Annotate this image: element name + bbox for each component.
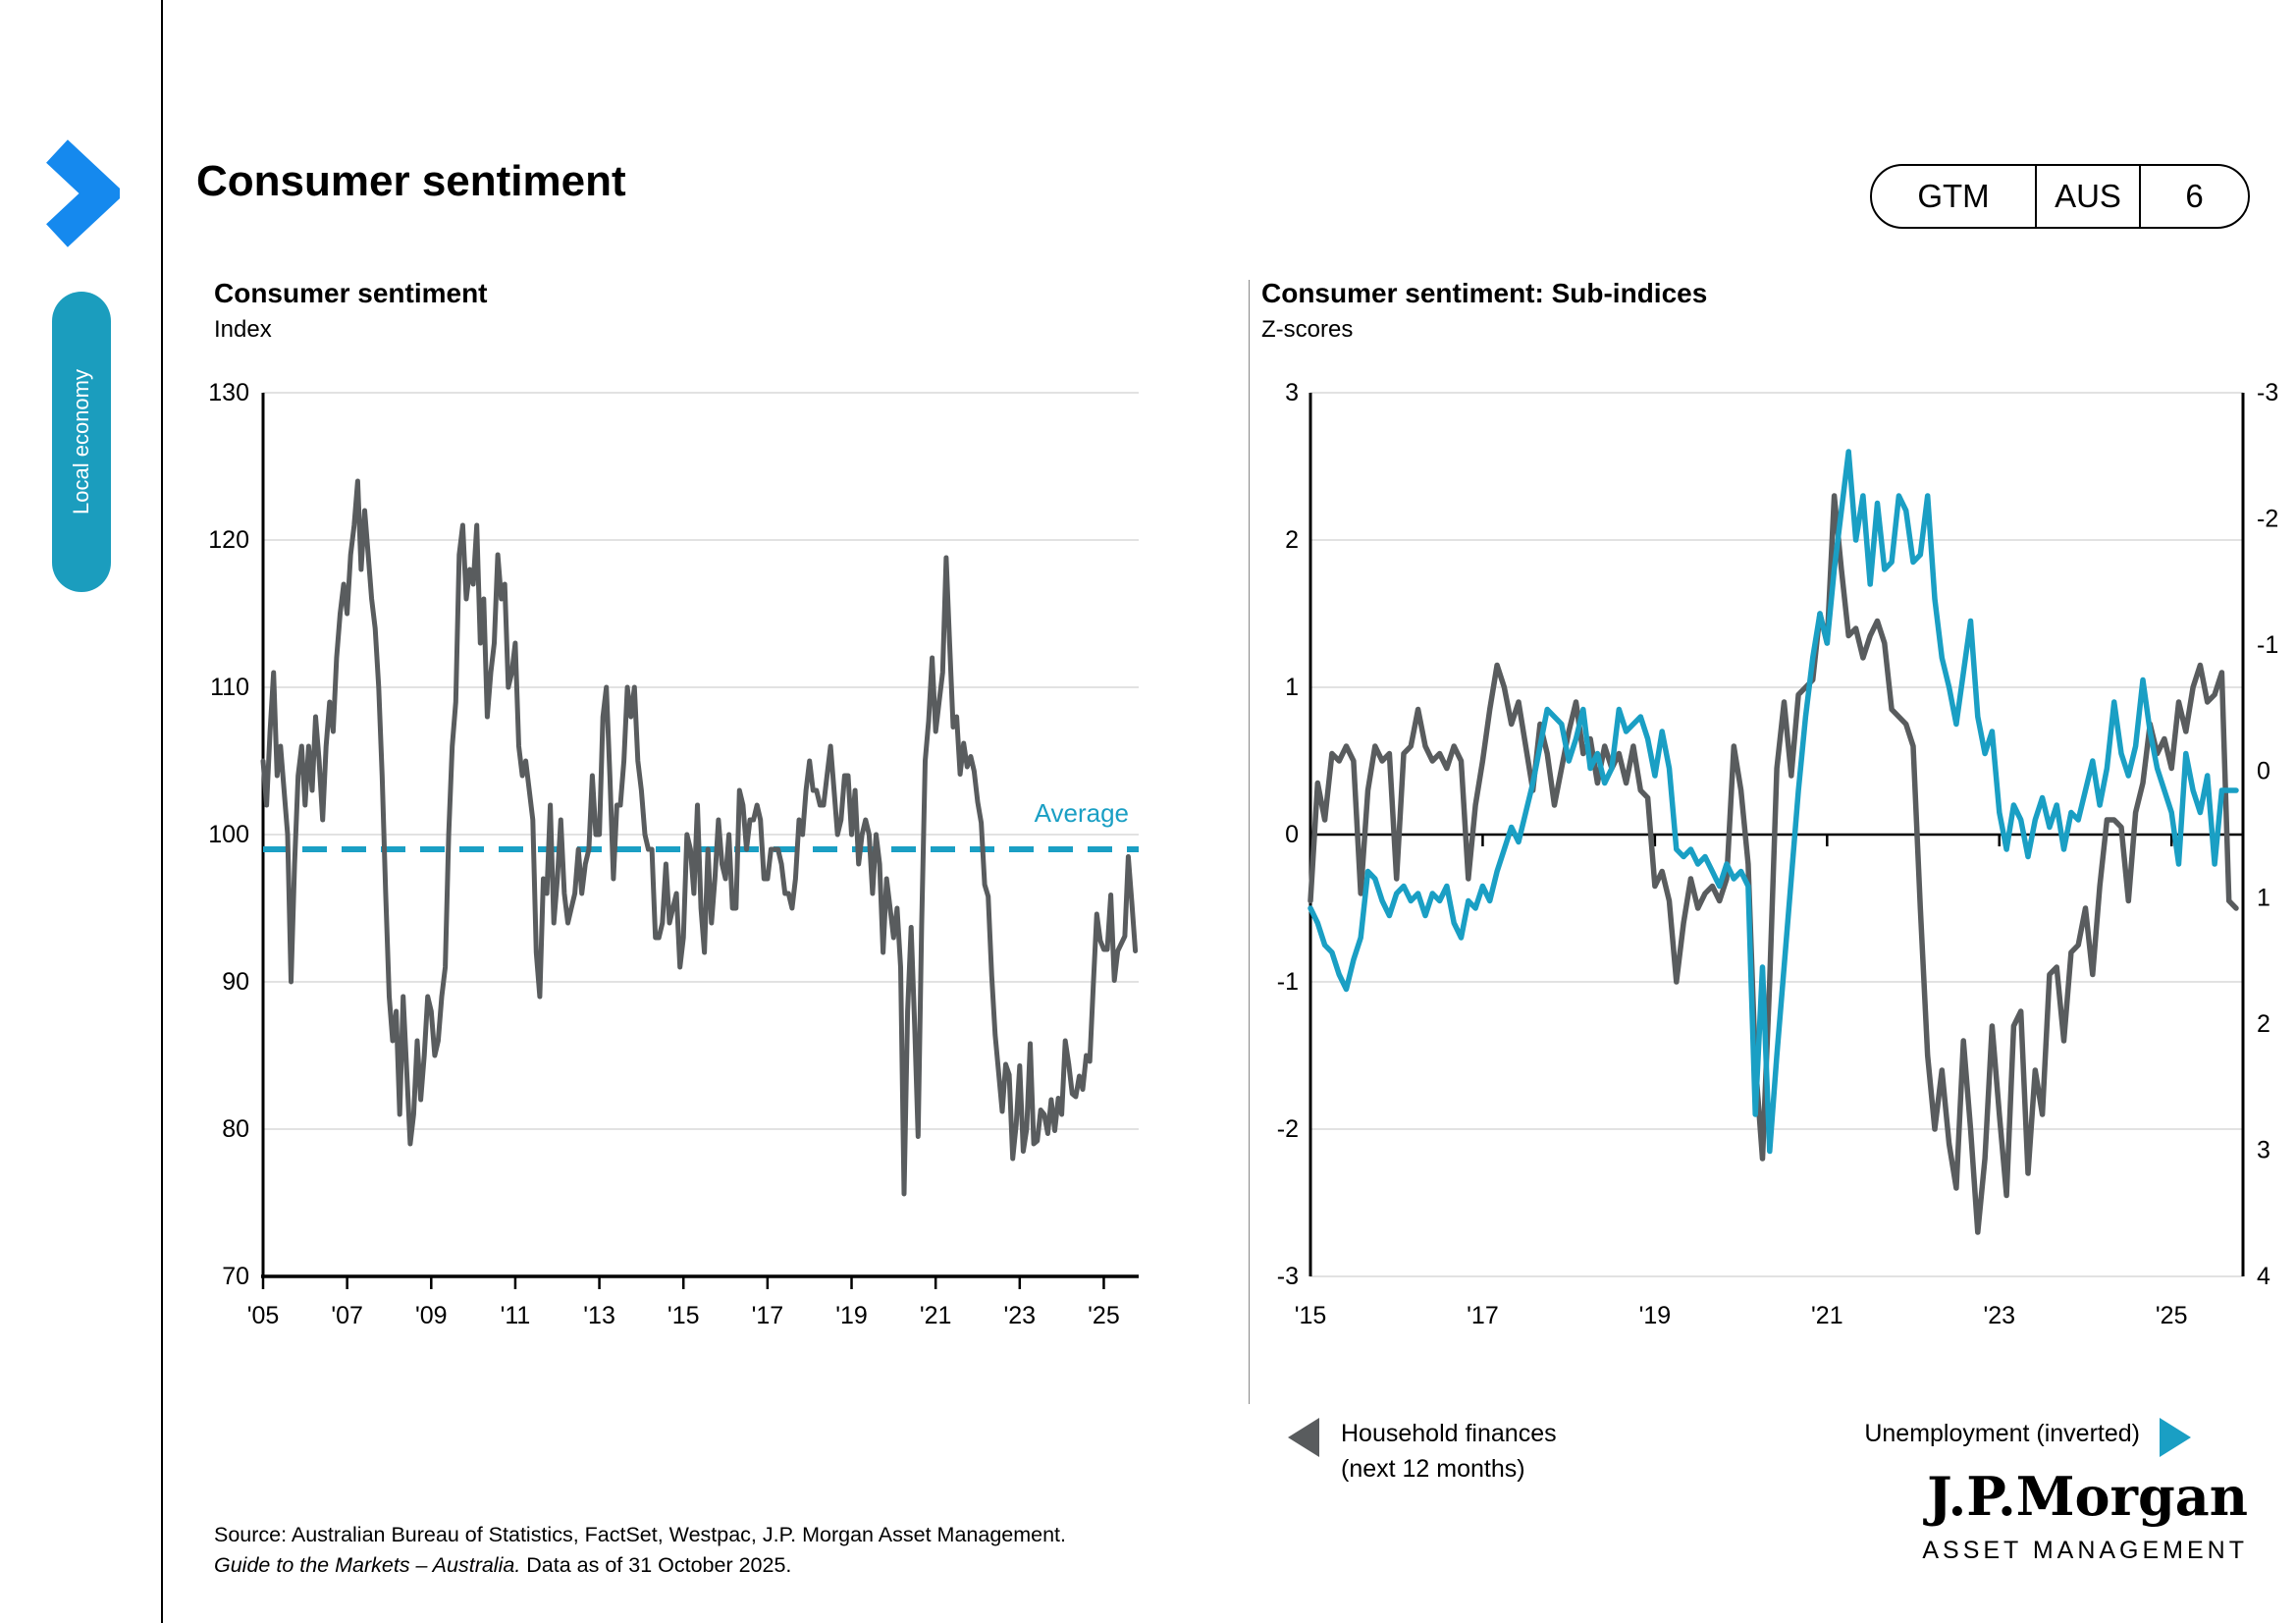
svg-text:70: 70 [222,1263,249,1290]
left-vertical-rule [161,0,163,1623]
svg-text:-2: -2 [2257,506,2278,533]
svg-text:3: 3 [1285,379,1299,406]
svg-text:130: 130 [208,379,249,406]
sidebar-tab-label: Local economy [69,369,93,514]
legend-household-finances: Household finances (next 12 months) [1341,1416,1557,1487]
source-line1: Source: Australian Bureau of Statistics,… [214,1523,1066,1546]
source-line2-rest: Data as of 31 October 2025. [520,1553,792,1577]
svg-text:80: 80 [222,1115,249,1143]
svg-text:110: 110 [210,674,249,701]
left-chart-title: Consumer sentiment [214,278,488,308]
svg-text:'15: '15 [667,1302,700,1329]
svg-text:'05: '05 [247,1302,280,1329]
source-line2-italic: Guide to the Markets – Australia. [214,1553,521,1577]
svg-text:'25: '25 [1088,1302,1120,1329]
svg-text:'13: '13 [583,1302,615,1329]
right-chart-title: Consumer sentiment: Sub-indices [1261,278,1708,308]
sub-indices-chart: 3 2 1 0 -1 -2 -3 -3 -2 -1 0 1 2 3 4 '15 '17 '19 '21 '23 '25 [1277,379,2278,1329]
svg-text:'23: '23 [1983,1302,2015,1329]
svg-text:100: 100 [208,821,249,848]
svg-text:-3: -3 [1277,1263,1299,1290]
svg-text:'21: '21 [1811,1302,1843,1329]
badge-region: AUS [2035,166,2141,227]
legend-household-finances-line2: (next 12 months) [1341,1455,1525,1483]
source-note: Source: Australian Bureau of Statistics,… [214,1520,1066,1581]
left-chart-ylabel: Index [214,316,272,343]
svg-text:0: 0 [1285,821,1299,848]
household-finances-left-triangle-icon [1288,1418,1319,1457]
svg-text:'11: '11 [501,1302,531,1329]
jpmorgan-logo-sub: ASSET MANAGEMENT [1922,1537,2248,1564]
right-chart-ylabel: Z-scores [1261,316,1354,343]
badge-gtm: GTM [1917,178,1990,214]
panel-divider [1249,280,1250,1404]
svg-text:2: 2 [2257,1010,2270,1038]
svg-text:'15: '15 [1295,1302,1327,1329]
svg-text:-2: -2 [1277,1115,1299,1143]
unemployment-right-triangle-icon [2160,1418,2191,1457]
svg-text:'19: '19 [1639,1302,1672,1329]
badge-page-number: 6 [2185,178,2204,214]
svg-text:-3: -3 [2257,379,2278,406]
svg-text:'07: '07 [331,1302,363,1329]
gtm-page-badge: GTM AUS 6 [1870,164,2250,229]
svg-text:2: 2 [1285,526,1299,554]
legend-unemployment: Unemployment (inverted) [1864,1420,2140,1447]
source-line2: Guide to the Markets – Australia. Data a… [214,1550,1066,1581]
svg-text:'23: '23 [1004,1302,1037,1329]
svg-text:0: 0 [2257,758,2270,785]
svg-text:4: 4 [2257,1263,2270,1290]
consumer-sentiment-chart: 130 120 110 100 90 80 70 '05 '07 '09 '11 '13 '15 '17 '… [208,379,1139,1329]
svg-text:'17: '17 [1467,1302,1499,1329]
svg-text:Average: Average [1035,798,1129,828]
svg-text:3: 3 [2257,1136,2270,1163]
page-title: Consumer sentiment [196,157,626,205]
chevron-icon [41,139,126,252]
svg-text:-1: -1 [1277,968,1299,996]
svg-text:'17: '17 [752,1302,784,1329]
svg-text:'09: '09 [415,1302,448,1329]
svg-text:'25: '25 [2156,1302,2188,1329]
sidebar-tab-local-economy: Local economy [52,292,111,592]
svg-text:1: 1 [1285,674,1299,701]
svg-text:'21: '21 [920,1302,952,1329]
legend-household-finances-line1: Household finances [1341,1420,1557,1447]
svg-text:-1: -1 [2257,631,2278,659]
svg-text:1: 1 [2257,884,2270,911]
jpmorgan-logo: J.P.Morgan [1927,1465,2248,1528]
svg-text:'19: '19 [835,1302,868,1329]
svg-text:120: 120 [208,526,249,554]
svg-text:90: 90 [222,968,249,996]
